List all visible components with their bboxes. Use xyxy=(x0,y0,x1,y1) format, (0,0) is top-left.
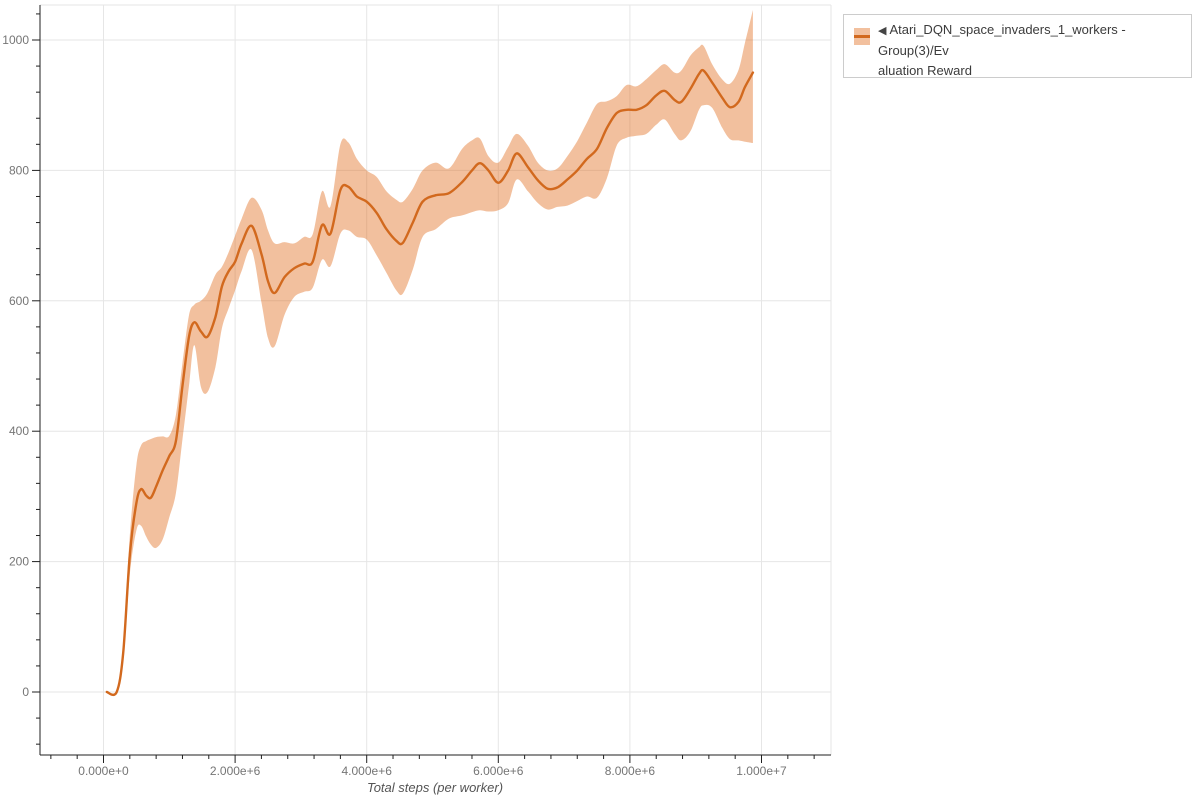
grid-layer xyxy=(40,4,832,755)
y-tick-label: 800 xyxy=(9,163,29,177)
y-tick-label: 200 xyxy=(9,555,29,569)
legend-label-line1: Atari_DQN_space_invaders_1_workers - Gro… xyxy=(878,22,1126,58)
confidence-band xyxy=(106,10,753,696)
axis-layer xyxy=(32,5,831,763)
legend: ◀ Atari_DQN_space_invaders_1_workers - Gr… xyxy=(843,14,1192,78)
legend-marker-icon: ◀ xyxy=(878,25,887,37)
y-tick-label: 400 xyxy=(9,424,29,438)
band-layer xyxy=(106,10,753,696)
legend-label-line2: aluation Reward xyxy=(878,63,972,78)
tick-label-layer: 0.000e+0 2.000e+6 4.000e+6 6.000e+6 8.000e+6… xyxy=(2,33,787,778)
y-tick-label: 0 xyxy=(22,685,29,699)
y-tick-label: 600 xyxy=(9,294,29,308)
x-tick-label: 8.000e+6 xyxy=(605,764,656,778)
x-tick-label: 6.000e+6 xyxy=(473,764,524,778)
x-tick-label: 1.000e+7 xyxy=(736,764,787,778)
x-tick-label: 0.000e+0 xyxy=(78,764,129,778)
y-tick-label: 1000 xyxy=(2,33,29,47)
line-layer xyxy=(105,68,755,697)
legend-swatch-line-icon xyxy=(854,35,870,38)
reward-line xyxy=(105,68,755,697)
x-tick-label: 2.000e+6 xyxy=(210,764,261,778)
legend-item[interactable]: ◀ Atari_DQN_space_invaders_1_workers - Gr… xyxy=(844,15,1191,78)
x-tick-label: 4.000e+6 xyxy=(342,764,393,778)
legend-swatch-icon xyxy=(854,28,870,45)
legend-label: ◀ Atari_DQN_space_invaders_1_workers - Gr… xyxy=(878,20,1183,81)
x-axis-title: Total steps (per worker) xyxy=(367,780,503,795)
